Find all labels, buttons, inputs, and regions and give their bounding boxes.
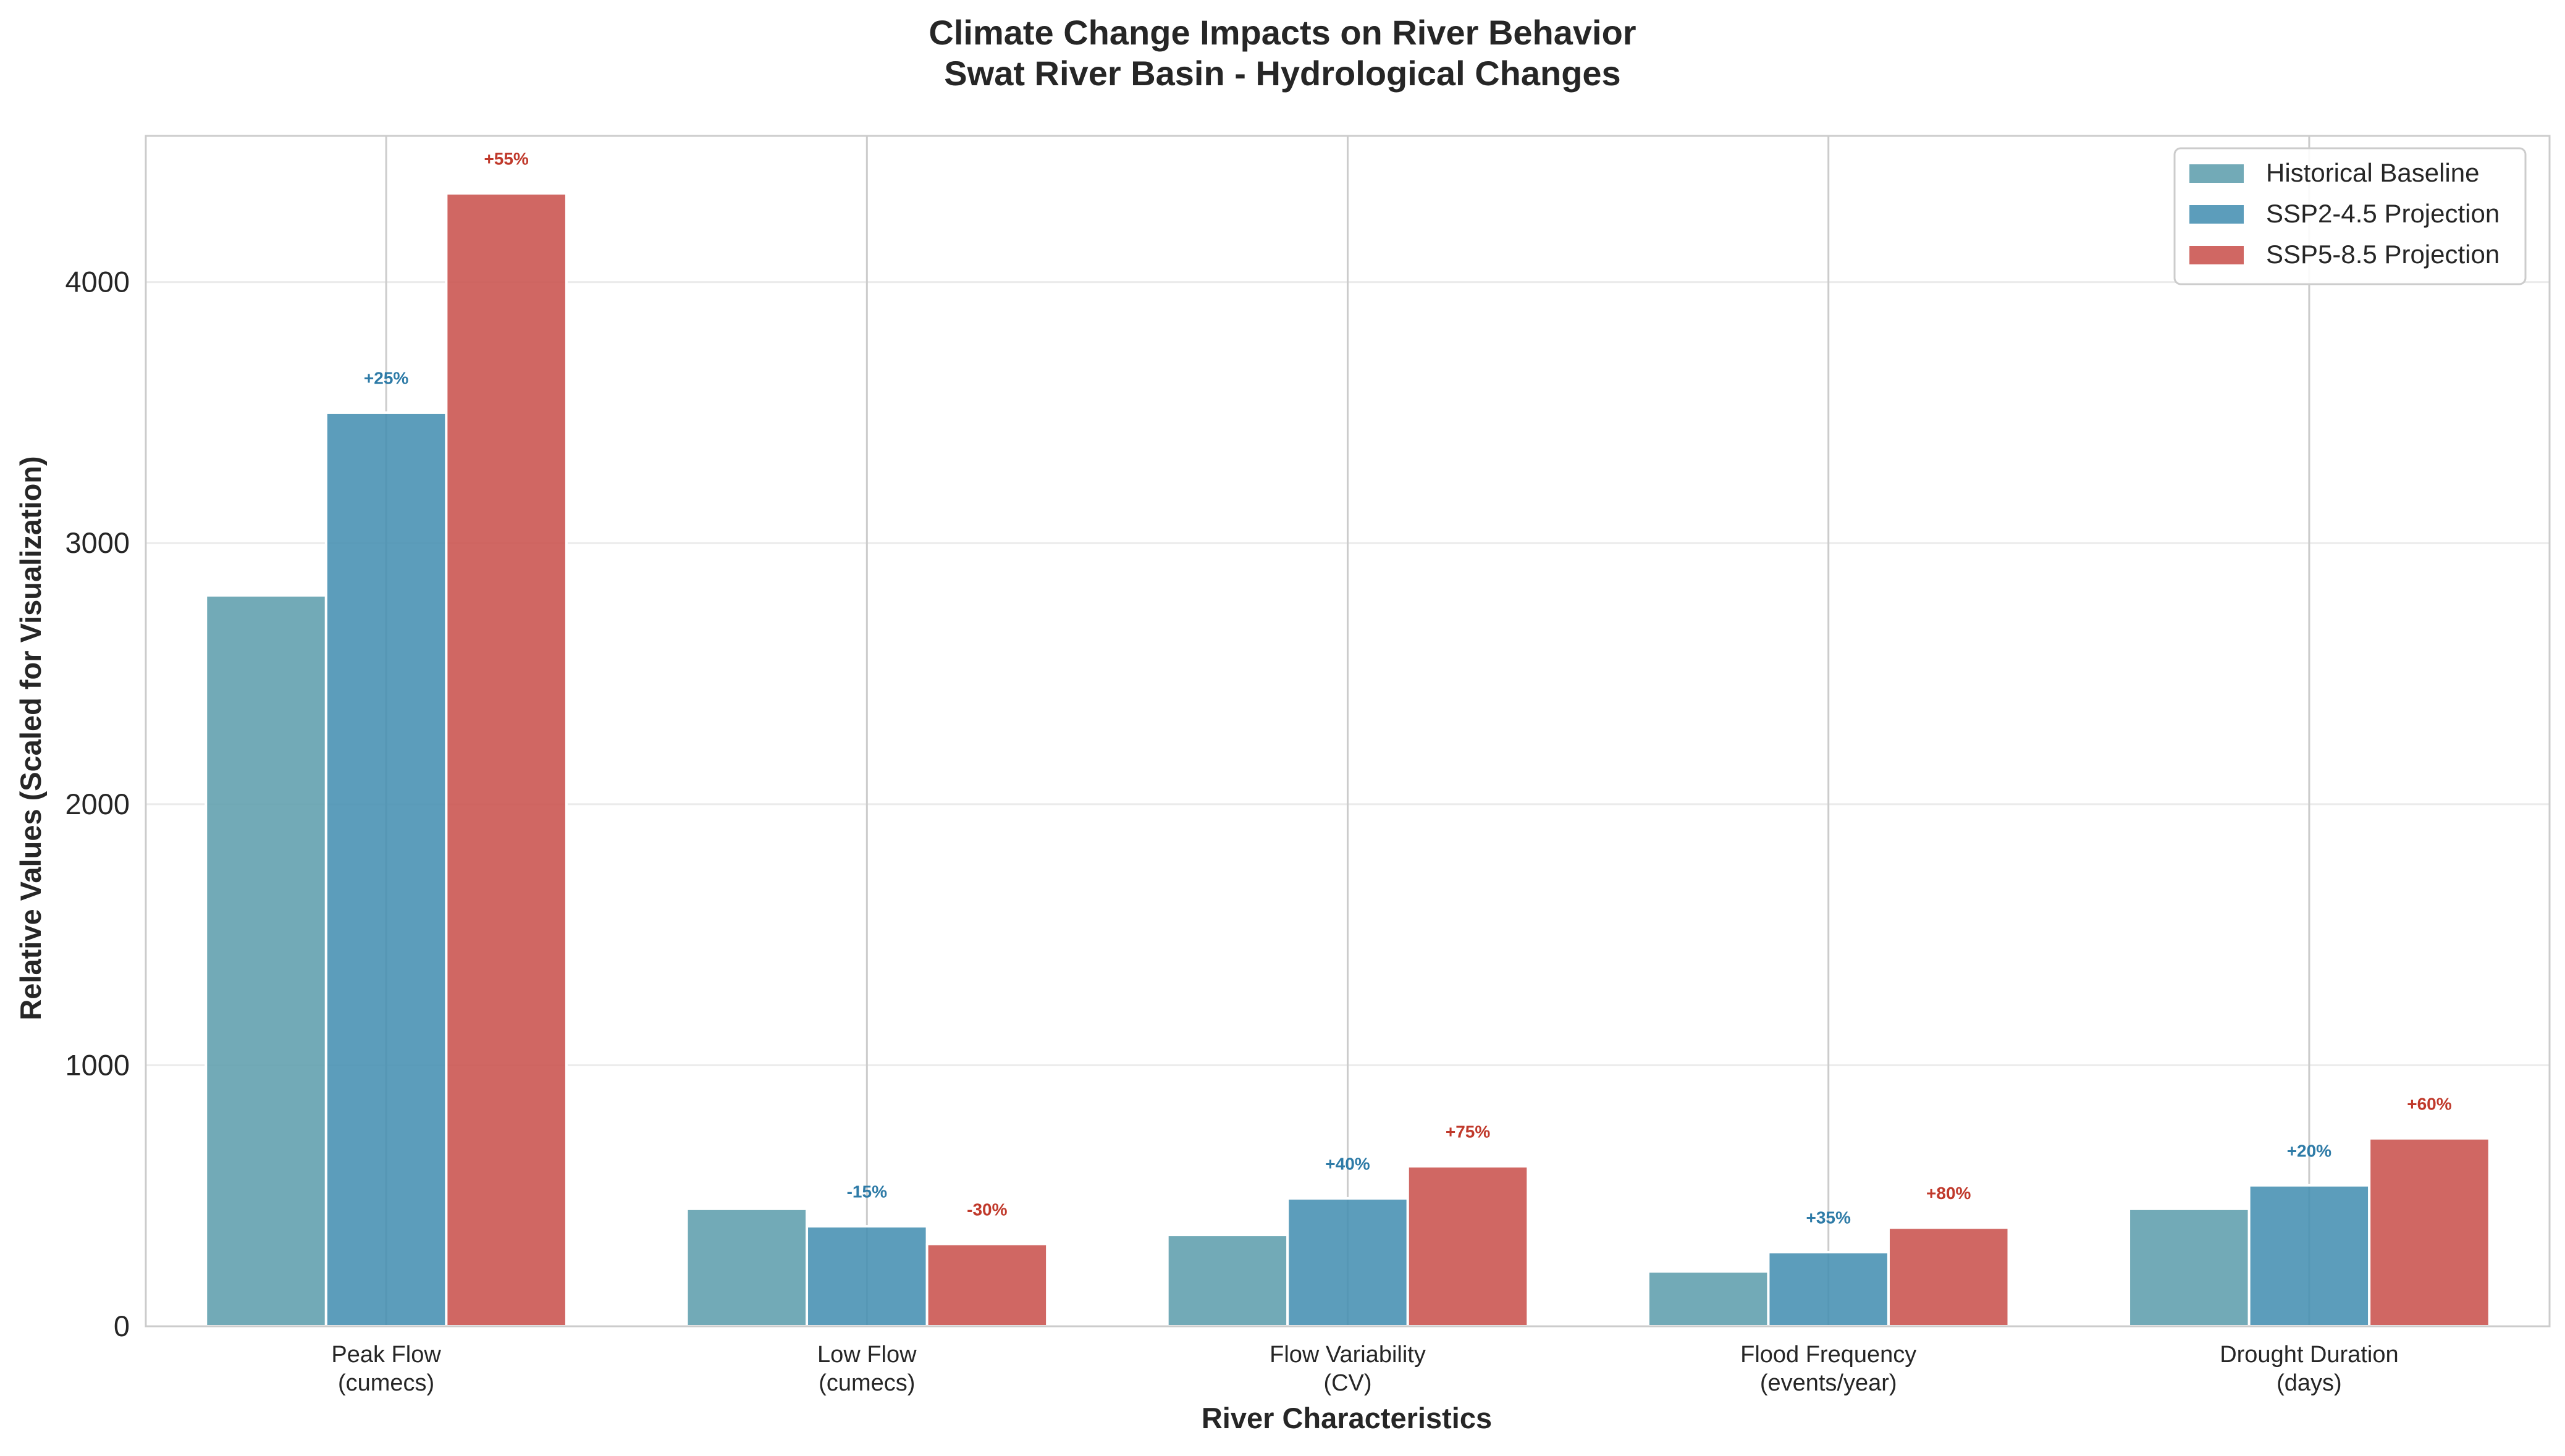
chart-title-line1: Climate Change Impacts on River Behavior [929, 13, 1636, 52]
bar-percent-label: +40% [1325, 1154, 1370, 1173]
bar-percent-label: +80% [1926, 1184, 1971, 1203]
y-tick-label: 0 [114, 1310, 130, 1342]
x-tick-label: Low Flow (cumecs) [817, 1342, 917, 1396]
x-tick-label: Flood Frequency (events/year) [1740, 1342, 1916, 1396]
bar-percent-label: +25% [364, 368, 408, 387]
legend-label: Historical Baseline [2266, 158, 2479, 187]
bar-0-2 [1166, 1234, 1289, 1328]
plot-frame [145, 135, 2551, 1328]
legend-swatch [2189, 164, 2244, 183]
bar-percent-label: +75% [1446, 1122, 1490, 1141]
x-tick-label-line: (CV) [1323, 1370, 1371, 1396]
y-axis-title: Relative Values (Scaled for Visualizatio… [14, 456, 47, 1020]
x-tick-label-line: (days) [2276, 1370, 2342, 1396]
bar-2-3 [1887, 1226, 2010, 1328]
bar-1-1 [806, 1225, 929, 1328]
bar-percent-label: +60% [2407, 1094, 2451, 1113]
legend-label: SSP2-4.5 Projection [2266, 199, 2500, 228]
x-axis-title: River Characteristics [1202, 1402, 1492, 1434]
bar-percent-label: +55% [484, 149, 528, 168]
bar-percent-label: +20% [2287, 1141, 2331, 1160]
bar-2-2 [1406, 1164, 1530, 1328]
x-tick-label-line: (cumecs) [819, 1370, 915, 1396]
bar-0-3 [1646, 1270, 1770, 1328]
bar-2-1 [925, 1242, 1049, 1328]
x-tick-label-line: (cumecs) [338, 1370, 434, 1396]
x-tick-label-line: Low Flow [817, 1342, 917, 1368]
bar-2-0 [445, 191, 568, 1328]
bar-percent-label: -30% [967, 1200, 1007, 1219]
y-tick-label: 1000 [65, 1048, 130, 1081]
legend: Historical Baseline SSP2-4.5 Projection SS… [2173, 147, 2527, 285]
bar-percent-label: -15% [847, 1182, 887, 1201]
x-tick-label-line: (events/year) [1760, 1370, 1897, 1396]
x-tick-label-line: Flow Variability [1270, 1342, 1426, 1368]
legend-swatch [2189, 246, 2244, 264]
bar-2-4 [2368, 1137, 2491, 1328]
x-tick-label-line: Flood Frequency [1740, 1342, 1916, 1368]
bar-percent-label: +35% [1806, 1208, 1850, 1227]
x-tick-label-line: Peak Flow [331, 1342, 441, 1368]
bar-0-1 [685, 1207, 809, 1328]
bar-1-4 [2247, 1184, 2371, 1328]
legend-label: SSP5-8.5 Projection [2266, 240, 2500, 269]
x-tick-label: Flow Variability (CV) [1270, 1342, 1426, 1396]
bar-1-0 [324, 411, 448, 1328]
bar-0-4 [2128, 1207, 2251, 1328]
x-tick-label: Drought Duration (days) [2220, 1342, 2398, 1396]
bar-0-0 [204, 594, 327, 1328]
x-tick-label-line: Drought Duration [2220, 1342, 2398, 1368]
legend-box [2173, 147, 2527, 285]
bar-1-2 [1286, 1197, 1409, 1328]
legend-swatch [2189, 205, 2244, 224]
chart-title-line2: Swat River Basin - Hydrological Changes [944, 54, 1620, 93]
y-tick-label: 3000 [65, 526, 130, 559]
bar-1-3 [1767, 1250, 1890, 1328]
x-tick-label: Peak Flow (cumecs) [331, 1342, 441, 1396]
y-tick-label: 4000 [65, 266, 130, 298]
y-tick-label: 2000 [65, 788, 130, 820]
